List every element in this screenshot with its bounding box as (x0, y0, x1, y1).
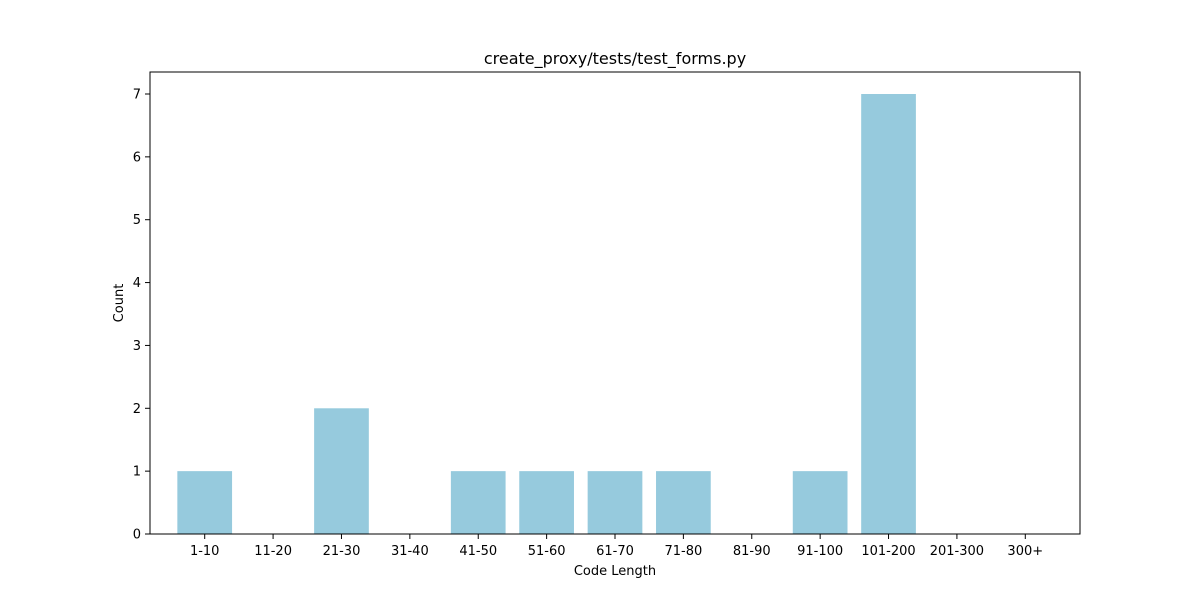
x-tick-label: 41-50 (459, 544, 497, 559)
x-tick-label: 31-40 (391, 544, 429, 559)
bar-51-60 (519, 471, 574, 534)
bar-91-100 (792, 471, 848, 534)
x-axis-ticks: 1-10 11-20 21-30 31-40 41-50 51-60 61-70 71-80 8… (190, 534, 1043, 559)
plot-frame (149, 71, 1081, 535)
x-tick-label: 1-10 (190, 544, 220, 559)
x-tick-label: 91-100 (797, 544, 843, 559)
y-axis-ticks: 0 1 2 3 4 5 6 7 (133, 88, 150, 543)
x-tick-label: 81-90 (733, 544, 771, 559)
y-tick-label: 3 (133, 339, 141, 354)
x-tick-label: 71-80 (664, 544, 702, 559)
y-tick-label: 4 (133, 276, 141, 291)
x-tick-label: 101-200 (861, 544, 915, 559)
y-axis-label: Count (112, 284, 127, 323)
bar-101-200 (861, 94, 916, 534)
x-tick-label: 11-20 (254, 544, 292, 559)
y-tick-label: 0 (133, 528, 141, 543)
bars-group (177, 94, 916, 534)
x-tick-label: 51-60 (528, 544, 566, 559)
y-tick-label: 5 (133, 213, 141, 228)
x-tick-label: 61-70 (596, 544, 634, 559)
x-tick-label: 201-300 (930, 544, 984, 559)
bar-71-80 (656, 471, 711, 534)
bar-21-30 (314, 408, 369, 534)
x-tick-label: 300+ (1007, 544, 1043, 559)
bar-61-70 (587, 471, 643, 534)
y-tick-label: 1 (133, 465, 141, 480)
y-tick-label: 2 (133, 402, 141, 417)
x-tick-label: 21-30 (323, 544, 361, 559)
x-axis-label: Code Length (574, 564, 656, 579)
chart-title: create_proxy/tests/test_forms.py (484, 49, 746, 69)
bar-1-10 (177, 471, 233, 534)
y-tick-label: 6 (133, 150, 141, 165)
y-tick-label: 7 (133, 88, 141, 103)
bar-41-50 (450, 471, 506, 534)
